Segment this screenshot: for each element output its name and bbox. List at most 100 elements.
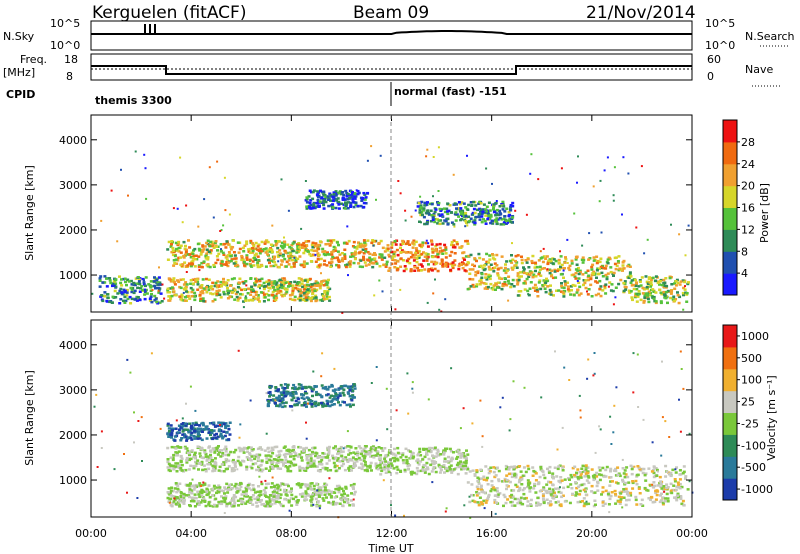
velocity-data (93, 349, 694, 519)
data-cell (262, 502, 266, 506)
data-cell (183, 422, 187, 425)
data-cell (662, 485, 666, 488)
data-cell (459, 207, 463, 210)
data-cell (667, 473, 671, 476)
data-cell (320, 384, 324, 387)
data-cell (449, 263, 452, 266)
data-cell (351, 456, 355, 459)
data-cell (480, 276, 484, 279)
data-cell (492, 208, 495, 211)
data-cell (678, 233, 681, 236)
data-cell (332, 446, 336, 450)
data-cell (175, 454, 179, 457)
data-cell (311, 197, 315, 201)
data-cell (303, 467, 306, 470)
data-cell (114, 282, 118, 285)
data-cell (302, 447, 306, 450)
data-cell (273, 288, 277, 292)
data-cell (166, 287, 170, 290)
data-cell (523, 288, 527, 291)
data-cell (341, 196, 345, 199)
data-cell (471, 499, 475, 503)
data-cell (208, 445, 211, 448)
data-cell (436, 203, 440, 206)
data-cell (190, 438, 194, 441)
data-cell (466, 242, 470, 245)
data-cell (112, 280, 116, 283)
power-ylabel: Slant Range [km] (23, 165, 36, 261)
data-cell (497, 469, 501, 473)
data-cell (585, 474, 589, 478)
data-cell (379, 457, 383, 460)
data-cell (329, 199, 332, 202)
data-cell (402, 250, 406, 254)
data-cell (339, 498, 343, 501)
data-cell (205, 263, 209, 267)
nave-label: Nave (745, 63, 773, 76)
data-cell (656, 281, 660, 285)
data-cell (580, 467, 584, 470)
data-cell (401, 459, 405, 462)
data-cell (415, 260, 419, 264)
data-cell (545, 498, 549, 501)
data-cell (182, 256, 186, 259)
data-cell (327, 452, 331, 455)
data-cell (545, 491, 549, 495)
data-cell (188, 491, 192, 494)
data-cell (489, 489, 493, 493)
data-cell (369, 455, 373, 458)
data-cell (315, 284, 319, 287)
data-cell (321, 489, 325, 493)
data-cell (413, 266, 417, 269)
data-cell (399, 250, 403, 254)
data-cell (170, 250, 174, 254)
data-cell (364, 202, 368, 205)
data-cell (685, 300, 689, 303)
data-cell (250, 285, 254, 288)
data-cell (272, 458, 276, 461)
data-cell (193, 427, 197, 431)
data-cell (132, 291, 136, 295)
data-cell (543, 283, 547, 286)
data-cell (310, 243, 314, 247)
data-cell (305, 446, 308, 450)
data-cell (629, 491, 633, 495)
data-cell (676, 294, 680, 297)
data-cell (293, 298, 297, 302)
data-cell (284, 491, 288, 495)
data-cell (155, 300, 159, 304)
data-cell (341, 504, 345, 508)
data-cell (211, 300, 215, 303)
data-cell (304, 485, 308, 488)
data-cell (319, 257, 323, 261)
data-cell (255, 468, 259, 472)
data-cell (429, 209, 433, 212)
data-cell (240, 502, 244, 506)
data-cell (471, 268, 475, 271)
data-cell (108, 300, 112, 304)
data-cell (496, 493, 500, 496)
data-cell (473, 264, 476, 268)
data-cell (258, 490, 262, 494)
data-cell (521, 474, 525, 477)
data-cell (493, 488, 497, 492)
data-cell (200, 448, 204, 451)
data-cell (188, 253, 192, 256)
data-cell (224, 246, 228, 249)
data-cell (166, 291, 170, 294)
data-cell (482, 218, 485, 221)
data-cell (174, 294, 178, 297)
data-cell (337, 490, 341, 494)
data-cell (176, 462, 180, 465)
data-cell (473, 500, 477, 503)
data-cell (217, 252, 221, 256)
data-cell (288, 256, 292, 260)
data-cell (432, 212, 436, 216)
data-cell (306, 280, 309, 283)
data-cell (354, 250, 357, 253)
data-cell (318, 286, 322, 290)
data-cell (274, 263, 278, 267)
data-cell (417, 263, 421, 266)
data-cell (635, 226, 638, 229)
data-cell (338, 502, 342, 505)
